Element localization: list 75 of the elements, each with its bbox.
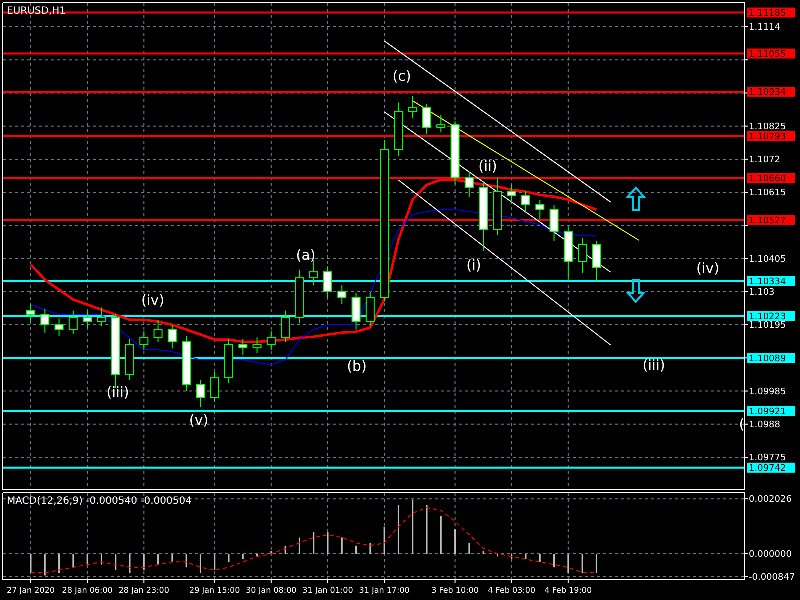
candlestick <box>238 338 248 356</box>
candlestick <box>97 307 106 328</box>
ref-line-label: 1.10223 <box>749 312 786 322</box>
chart-title: MACD(12,26,9) -0.000540 -0.000504 <box>7 496 192 507</box>
y-tick-label: 1.1072 <box>749 156 780 166</box>
candlestick <box>140 330 149 351</box>
y-tick-label: 1.103 <box>749 288 775 298</box>
annotation: (i) <box>466 258 482 274</box>
x-tick-label: 27 Jan 2020 <box>7 586 55 595</box>
annotation: (iv) <box>696 260 720 277</box>
x-tick-label: 4 Feb 19:00 <box>544 586 592 595</box>
annotation: (iii) <box>106 384 130 401</box>
candlestick <box>352 292 361 330</box>
x-tick-label: 30 Jan 08:00 <box>246 586 297 595</box>
candlestick <box>281 310 290 343</box>
candlestick <box>196 380 206 408</box>
candlestick <box>464 172 474 198</box>
y-tick-label: 0.002026 <box>749 495 792 506</box>
ref-line-label: 1.09921 <box>749 408 786 418</box>
y-tick-label: -0.000847 <box>749 573 796 584</box>
y-tick-label: 1.10195 <box>749 321 786 332</box>
annotation: (v) <box>189 412 209 429</box>
candlestick <box>436 114 446 134</box>
candlestick <box>54 318 64 337</box>
ref-line-label: 1.10089 <box>749 354 786 365</box>
ref-line-label: 1.10660 <box>749 174 786 185</box>
candlestick <box>422 104 432 135</box>
candlestick <box>68 310 78 335</box>
text: ( <box>739 416 745 433</box>
y-tick-label: 1.10405 <box>749 254 786 265</box>
x-tick-label: 4 Feb 03:00 <box>488 586 536 595</box>
y-tick-label: 1.10615 <box>749 188 786 199</box>
candlestick <box>154 320 163 343</box>
candlestick <box>536 200 545 220</box>
candlestick <box>366 291 375 328</box>
candlestick <box>550 204 559 242</box>
x-tick-label: 28 Jan 06:00 <box>62 586 113 595</box>
y-tick-label: 1.1114 <box>749 23 781 34</box>
chart-title: EURUSD,H1 <box>7 6 66 17</box>
annotation: (c) <box>392 68 412 85</box>
y-tick-label: 1.10825 <box>749 122 786 132</box>
ref-line-label: 1.10793 <box>749 132 786 143</box>
x-tick-label: 31 Jan 01:00 <box>302 586 354 595</box>
candlestick <box>83 310 92 329</box>
candlestick <box>26 303 36 322</box>
candlestick <box>168 324 177 350</box>
x-tick-label: 29 Jan 15:00 <box>190 586 240 595</box>
candlestick <box>210 372 220 403</box>
annotation: (a) <box>296 248 316 264</box>
annotation: (ii) <box>478 158 498 175</box>
candlestick <box>522 190 530 214</box>
y-tick-label: 1.09985 <box>749 387 786 398</box>
ref-line-label: 1.10527 <box>749 216 786 226</box>
candlestick <box>578 238 588 274</box>
candlestick <box>252 337 262 354</box>
x-tick-label: 31 Jan 17:00 <box>359 586 410 595</box>
annotation: (iii) <box>642 358 666 374</box>
ref-line-label: 1.10934 <box>749 88 786 98</box>
ref-line-label: 1.11055 <box>749 50 786 60</box>
y-tick-label: 1.09775 <box>749 454 786 464</box>
candlestick <box>40 308 50 334</box>
x-tick-label: 3 Feb 10:00 <box>432 586 479 595</box>
ref-line-label: 1.09742 <box>749 464 786 474</box>
candlestick <box>324 266 332 299</box>
x-tick-label: 28 Jan 23:00 <box>118 586 170 595</box>
y-tick-label: 0.000000 <box>749 550 792 560</box>
ref-line-label: 1.11185 <box>749 8 786 19</box>
annotation: (iv) <box>141 292 165 309</box>
candlestick <box>338 285 347 306</box>
candlestick <box>507 184 516 204</box>
annotation: (b) <box>347 358 367 375</box>
y-tick-label: 1.0988 <box>749 420 781 431</box>
candlestick <box>266 330 276 351</box>
ref-line-label: 1.10334 <box>749 277 786 288</box>
candlestick <box>408 96 418 119</box>
